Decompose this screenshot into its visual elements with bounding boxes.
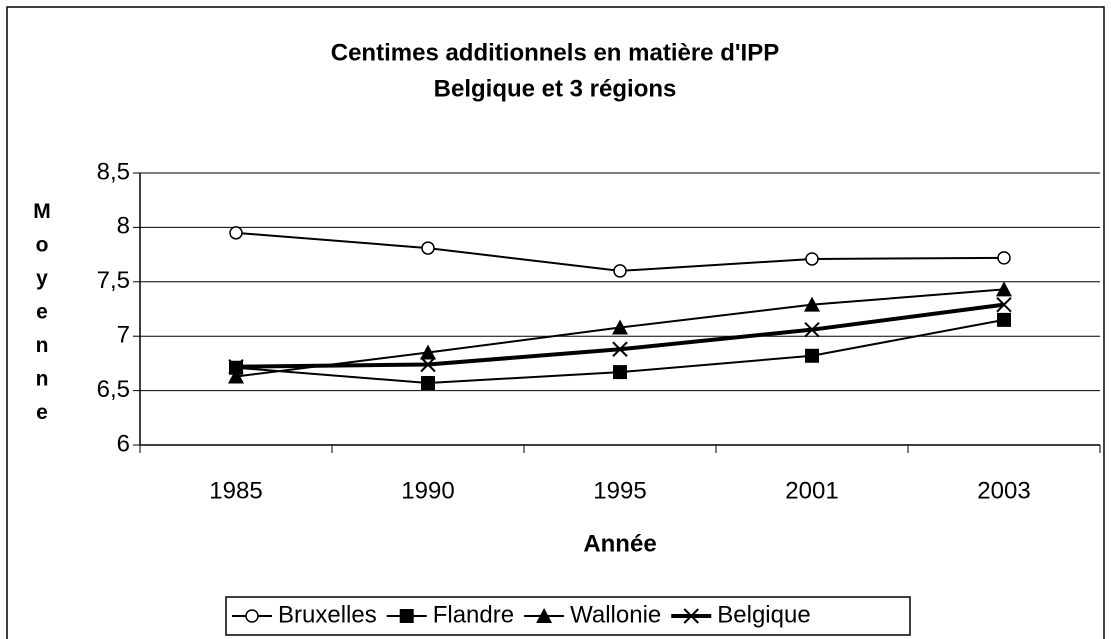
marker: [421, 241, 435, 255]
marker: [805, 348, 819, 363]
marker: [420, 344, 436, 360]
chart-border: [6, 6, 1105, 639]
legend-label: Belgique: [717, 601, 810, 628]
y-tick-label: 7: [117, 322, 130, 349]
marker: [612, 341, 628, 357]
marker: [996, 296, 1012, 313]
marker: [613, 264, 627, 278]
legend-label: Flandre: [433, 601, 514, 628]
legend-label: Wallonie: [570, 601, 661, 628]
x-tick-label: 1985: [209, 477, 262, 504]
y-tick-label: 6,5: [97, 376, 130, 403]
chart-subtitle: Belgique et 3 régions: [434, 75, 677, 102]
x-tick-label: 1995: [593, 477, 646, 504]
legend-label: Bruxelles: [278, 601, 377, 628]
marker: [805, 252, 819, 266]
marker: [997, 312, 1011, 327]
marker: [804, 321, 820, 338]
y-tick-label: 8: [117, 213, 130, 240]
marker: [536, 608, 553, 623]
x-axis-label: Année: [583, 530, 656, 557]
y-tick-label: 7,5: [97, 267, 130, 294]
marker: [996, 281, 1012, 297]
legend-box: [225, 596, 911, 636]
marker: [997, 251, 1011, 265]
marker: [229, 226, 243, 240]
chart-title: Centimes additionnels en matière d'IPP: [331, 39, 780, 66]
marker: [612, 319, 628, 335]
marker: [421, 375, 435, 390]
x-tick-label: 2003: [977, 477, 1030, 504]
marker: [399, 609, 414, 623]
marker: [683, 608, 699, 624]
y-tick-label: 6: [117, 430, 130, 457]
marker: [228, 368, 244, 384]
marker: [613, 365, 627, 380]
marker: [804, 296, 820, 312]
x-tick-label: 2001: [785, 477, 838, 504]
x-tick-label: 1990: [401, 477, 454, 504]
y-tick-label: 8,5: [97, 158, 130, 185]
marker: [245, 609, 259, 623]
marker: [420, 356, 436, 373]
marker: [228, 358, 244, 375]
